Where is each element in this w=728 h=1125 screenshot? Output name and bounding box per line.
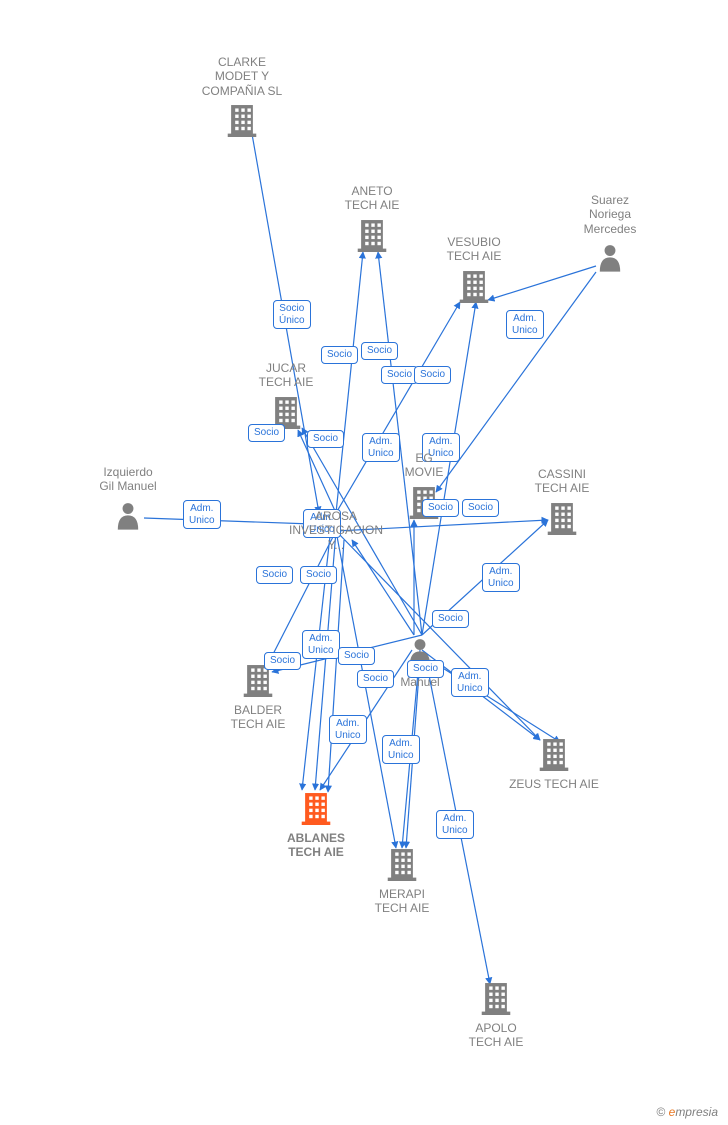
edge-label: Adm. Unico — [303, 509, 341, 538]
node-apolo[interactable] — [482, 983, 511, 1015]
edge-label: Socio Único — [273, 300, 311, 329]
building-icon — [460, 271, 489, 303]
node-merapi[interactable] — [388, 849, 417, 881]
edge-label: Socio — [300, 566, 337, 584]
node-clarke[interactable] — [228, 105, 257, 137]
edge-label: Socio — [321, 346, 358, 364]
building-icon — [540, 739, 569, 771]
edge-line — [352, 540, 414, 635]
edge-label: Adm. Unico — [422, 433, 460, 462]
edge-label: Adm. Unico — [329, 715, 367, 744]
copyright-symbol: © — [656, 1105, 665, 1119]
edge-label: Socio — [361, 342, 398, 360]
edge-label: Socio — [462, 499, 499, 517]
edge-label: Socio — [432, 610, 469, 628]
edge-label: Adm. Unico — [362, 433, 400, 462]
edge-label: Socio — [357, 670, 394, 688]
edge-label: Adm. Unico — [302, 630, 340, 659]
node-zeus[interactable] — [540, 739, 569, 771]
edge-label: Socio — [407, 660, 444, 678]
network-canvas — [0, 0, 728, 1125]
person-icon — [118, 503, 138, 530]
edge-label: Socio — [256, 566, 293, 584]
edge-line — [144, 518, 312, 524]
edge-label: Socio — [307, 430, 344, 448]
edge-label: Adm. Unico — [451, 668, 489, 697]
building-icon — [358, 220, 387, 252]
node-izquierdo[interactable] — [118, 503, 138, 530]
edge-label: Socio — [414, 366, 451, 384]
building-icon — [228, 105, 257, 137]
building-icon — [482, 983, 511, 1015]
edge-line — [430, 660, 560, 742]
building-icon — [388, 849, 417, 881]
person-icon — [600, 245, 620, 272]
edge-label: Socio — [422, 499, 459, 517]
node-vesubio[interactable] — [460, 271, 489, 303]
edge-line — [336, 531, 396, 848]
building-icon — [548, 503, 577, 535]
brand-name: mpresia — [675, 1105, 718, 1119]
node-cassini[interactable] — [548, 503, 577, 535]
node-suarez[interactable] — [600, 245, 620, 272]
node-balder[interactable] — [244, 665, 273, 697]
node-ablanes[interactable] — [302, 793, 331, 825]
footer-copyright: © empresia — [656, 1105, 718, 1119]
edge-label: Socio — [381, 366, 418, 384]
edge-line — [336, 520, 548, 531]
edge-label: Adm. Unico — [382, 735, 420, 764]
node-aneto[interactable] — [358, 220, 387, 252]
edge-label: Socio — [338, 647, 375, 665]
building-icon — [302, 793, 331, 825]
edge-label: Adm. Unico — [183, 500, 221, 529]
edge-label: Socio — [264, 652, 301, 670]
building-icon — [244, 665, 273, 697]
edge-label: Adm. Unico — [506, 310, 544, 339]
edge-label: Socio — [248, 424, 285, 442]
edge-line — [436, 272, 596, 492]
edge-label: Adm. Unico — [436, 810, 474, 839]
edge-label: Adm. Unico — [482, 563, 520, 592]
